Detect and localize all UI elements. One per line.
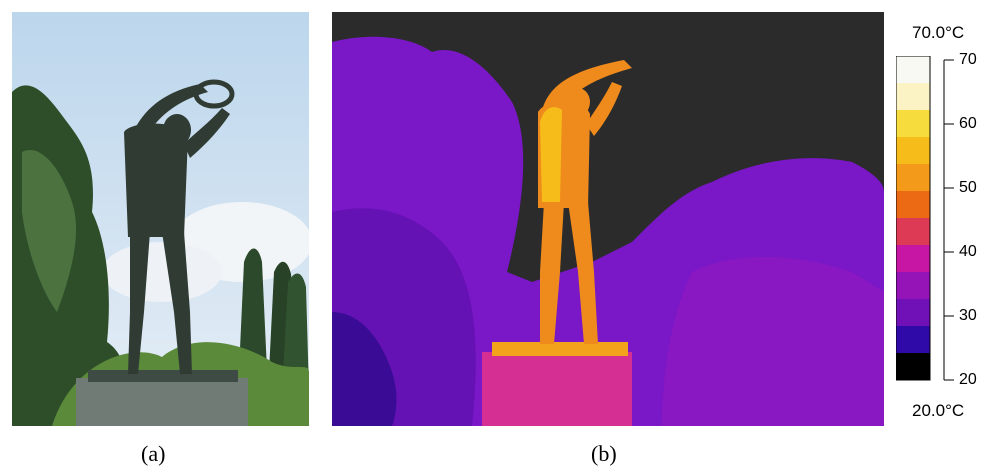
colorbar-segment [896, 56, 930, 84]
colorbar-segment [896, 326, 930, 354]
colorbar-tick-label: 20 [959, 371, 977, 388]
caption-b: (b) [591, 441, 617, 466]
colorbar-segment [896, 272, 930, 300]
thermal-image [332, 12, 884, 426]
cypress-tree [282, 273, 309, 392]
thermal-statue-shade [540, 107, 562, 202]
pedestal-top [88, 370, 238, 382]
colorbar-segment [896, 299, 930, 327]
colorbar-tick-label: 30 [959, 307, 977, 324]
colorbar-tick-label: 50 [959, 179, 977, 196]
colorbar-segment [896, 137, 930, 165]
thermal-trees-dark [332, 312, 397, 426]
thermal-trees-shade [662, 257, 884, 426]
discus [193, 79, 235, 109]
colorbar-tick-label: 70 [959, 51, 977, 68]
thermal-pedestal [482, 352, 632, 426]
colorbar-tick-label: 40 [959, 243, 977, 260]
colorbar-segment [896, 191, 930, 219]
colorbar-segment [896, 83, 930, 111]
tree-left-highlight [22, 150, 77, 312]
thermal-pedestal-top [492, 342, 628, 356]
colorbar-segment [896, 245, 930, 273]
colorbar-tick-label: 60 [959, 115, 977, 132]
colorbar-segment [896, 353, 930, 381]
colorbar-segment [896, 164, 930, 192]
colorbar-segment [896, 218, 930, 246]
colorbar-max-label: 70.0°C [912, 23, 965, 42]
statue [124, 84, 230, 374]
colorbar [896, 56, 954, 381]
pedestal [76, 378, 248, 426]
statue-photo [12, 12, 309, 426]
cloud [102, 242, 222, 302]
caption-a: (a) [141, 441, 166, 466]
colorbar-segment [896, 110, 930, 138]
colorbar-min-label: 20.0°C [912, 401, 965, 420]
